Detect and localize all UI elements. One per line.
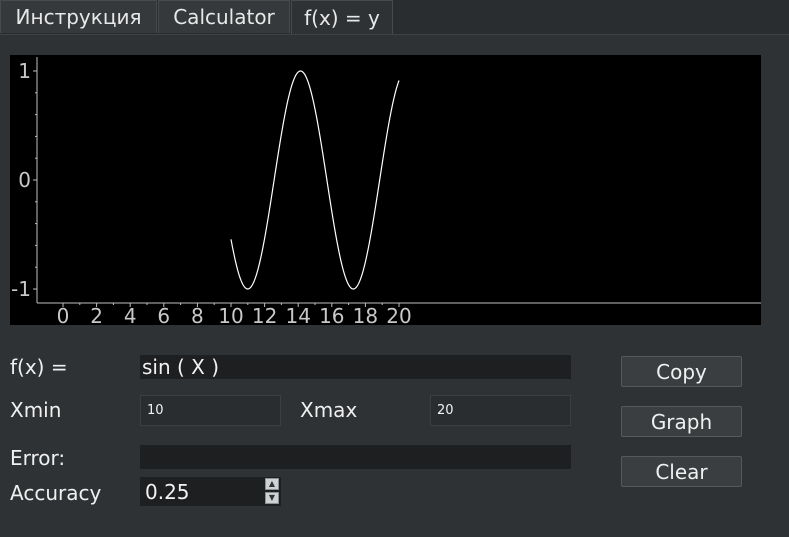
fx-label: f(x) = <box>10 355 68 379</box>
function-plot: 0 2 4 6 8 10 12 14 16 18 20 1 0 -1 <box>10 55 761 328</box>
x-tick-label: 10 <box>218 304 243 325</box>
x-tick-labels: 0 2 4 6 8 10 12 14 16 18 20 <box>57 304 412 328</box>
function-input[interactable]: sin ( X ) <box>140 355 571 379</box>
x-tick-label: 6 <box>157 304 170 325</box>
tab-function-plot-label: f(x) = y <box>304 5 380 30</box>
x-tick-label: 4 <box>124 304 137 325</box>
chevron-down-icon: ▼ <box>268 493 276 502</box>
error-label: Error: <box>10 446 66 470</box>
y-tick-label: 1 <box>18 59 31 83</box>
graph-button-label: Graph <box>650 409 713 434</box>
x-tick-label: 0 <box>57 304 70 325</box>
clear-button[interactable]: Clear <box>621 456 742 487</box>
y-tick-label: 0 <box>18 168 31 192</box>
x-tick-label: 8 <box>191 304 204 325</box>
accuracy-spinbox[interactable]: 0.25 <box>140 477 281 506</box>
tab-calculator[interactable]: Calculator <box>158 0 290 33</box>
tab-bar: Инструкция Calculator f(x) = y <box>0 0 789 35</box>
accuracy-increment-button[interactable]: ▲ <box>265 478 279 490</box>
x-tick-label: 12 <box>252 304 277 325</box>
chevron-up-icon: ▲ <box>268 479 276 488</box>
clear-button-label: Clear <box>655 459 708 484</box>
copy-button[interactable]: Copy <box>621 356 742 387</box>
function-input-value: sin ( X ) <box>142 355 220 379</box>
xmin-label: Xmin <box>10 398 62 422</box>
xmax-input-value: 20 <box>437 403 454 418</box>
xmax-input[interactable]: 20 <box>430 395 571 426</box>
tab-function-plot[interactable]: f(x) = y <box>291 0 393 34</box>
error-output <box>140 445 571 469</box>
xmin-input-value: 10 <box>147 403 164 418</box>
x-tick-label: 14 <box>285 304 310 325</box>
x-tick-label: 18 <box>353 304 378 325</box>
function-curve <box>230 70 400 290</box>
copy-button-label: Copy <box>656 359 707 384</box>
plot-canvas: 0 2 4 6 8 10 12 14 16 18 20 10-1 <box>11 57 761 328</box>
plot-axes <box>33 57 761 307</box>
accuracy-value: 0.25 <box>145 479 190 504</box>
y-tick-label: -1 <box>11 277 31 301</box>
graph-button[interactable]: Graph <box>621 406 742 437</box>
tab-instructions[interactable]: Инструкция <box>0 0 157 33</box>
x-tick-label: 16 <box>319 304 344 325</box>
x-tick-label: 20 <box>386 304 411 325</box>
xmax-label: Xmax <box>300 398 358 422</box>
x-tick-label: 2 <box>90 304 103 325</box>
accuracy-label: Accuracy <box>10 481 102 505</box>
accuracy-decrement-button[interactable]: ▼ <box>265 492 279 504</box>
y-tick-labels: 1 0 -1 <box>11 59 31 301</box>
tab-instructions-label: Инструкция <box>15 5 142 29</box>
xmin-input[interactable]: 10 <box>140 395 281 426</box>
tab-calculator-label: Calculator <box>173 5 275 29</box>
